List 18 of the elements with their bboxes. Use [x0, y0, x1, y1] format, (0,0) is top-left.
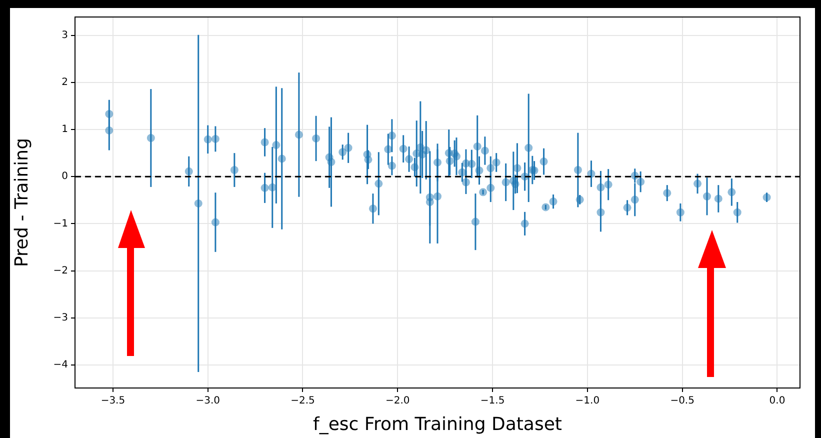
y-axis-title: Pred - Training: [11, 138, 32, 268]
x-tick-label: −2.0: [385, 396, 410, 407]
y-tick-label: −2: [53, 265, 68, 276]
x-tick-label: −2.5: [290, 396, 315, 407]
y-tick-label: 1: [62, 124, 68, 136]
y-tick-label: −1: [53, 218, 68, 230]
y-tick-label: 0: [62, 171, 68, 182]
x-tick-label: −1.0: [575, 396, 600, 407]
y-tick-label: −4: [53, 360, 68, 371]
x-axis-title: f_esc From Training Dataset: [313, 414, 562, 435]
y-tick-label: 2: [62, 77, 68, 88]
x-tick-label: −0.5: [670, 396, 694, 407]
y-tick-label: −3: [53, 312, 68, 324]
x-tick-label: 0.0: [769, 396, 786, 407]
x-tick-label: −1.5: [480, 396, 505, 407]
x-tick-label: −3.0: [196, 396, 220, 407]
y-tick-label: 3: [62, 30, 68, 41]
x-tick-label: −3.5: [100, 396, 126, 407]
